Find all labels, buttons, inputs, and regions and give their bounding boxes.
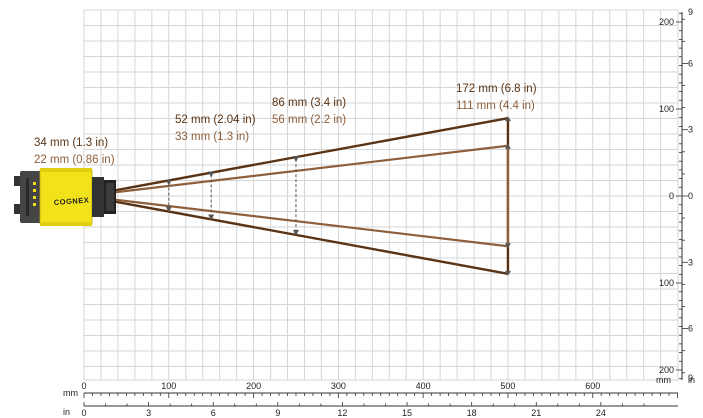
- fov-label-large: 86 mm (3.4 in): [272, 97, 346, 109]
- vertical-mm-label: 100: [659, 278, 674, 288]
- vertical-mm-label: 200: [659, 365, 674, 375]
- vertical-mm-label: 200: [659, 17, 674, 27]
- mm-tick-label: 600: [585, 381, 600, 391]
- end-arrowhead: [504, 116, 511, 122]
- vertical-in-unit: in: [688, 375, 695, 385]
- vertical-in-label: 0: [688, 191, 693, 201]
- in-tick-label: 24: [596, 408, 606, 418]
- vertical-in-label: 6: [688, 324, 693, 334]
- vertical-mm-label: 100: [659, 104, 674, 114]
- vertical-in-label: 3: [688, 257, 693, 267]
- end-arrowhead: [504, 143, 511, 149]
- fov-label-large: 52 mm (2.04 in): [175, 114, 256, 126]
- mm-axis-unit: mm: [63, 388, 78, 398]
- in-tick-label: 3: [146, 408, 151, 418]
- in-tick-label: 21: [531, 408, 541, 418]
- in-tick-label: 18: [467, 408, 477, 418]
- vertical-in-label: 9: [688, 373, 693, 383]
- vertical-in-label: 9: [688, 7, 693, 17]
- in-tick-label: 0: [81, 408, 86, 418]
- mm-tick-label: 100: [161, 381, 176, 391]
- vertical-in-label: 3: [688, 125, 693, 135]
- mm-tick-label: 200: [246, 381, 261, 391]
- vertical-mm-label: 0: [669, 191, 674, 201]
- mm-tick-label: 0: [81, 381, 86, 391]
- fov-label-small: 33 mm (1.3 in): [175, 131, 249, 143]
- end-arrowhead: [504, 270, 511, 276]
- mm-tick-label: 500: [500, 381, 515, 391]
- field-dimension-arrows: [165, 116, 511, 276]
- vertical-in-label: 6: [688, 58, 693, 68]
- fov-label-small: 56 mm (2.2 in): [272, 114, 346, 126]
- in-tick-label: 15: [402, 408, 412, 418]
- fov-label-small: 22 mm (0.86 in): [34, 154, 115, 166]
- grid-frame: [83, 9, 679, 381]
- in-tick-label: 9: [275, 408, 280, 418]
- in-tick-label: 12: [337, 408, 347, 418]
- mm-tick-label: 400: [416, 381, 431, 391]
- vertical-mm-unit: mm: [656, 375, 671, 385]
- fov-label-small: 111 mm (4.4 in): [456, 100, 535, 112]
- fov-labels: 34 mm (1.3 in) 22 mm (0.86 in) 52 mm (2.04…: [34, 83, 537, 166]
- fov-label-large: 172 mm (6.8 in): [456, 83, 537, 95]
- camera-brand-logo: COGNEX: [54, 196, 90, 207]
- grid: [83, 9, 679, 381]
- mm-tick-label: 300: [331, 381, 346, 391]
- in-tick-label: 6: [211, 408, 216, 418]
- fov-label-large: 34 mm (1.3 in): [34, 137, 108, 149]
- camera-icon: COGNEX: [14, 168, 116, 226]
- end-arrowhead: [504, 243, 511, 249]
- in-axis-unit: in: [63, 407, 70, 417]
